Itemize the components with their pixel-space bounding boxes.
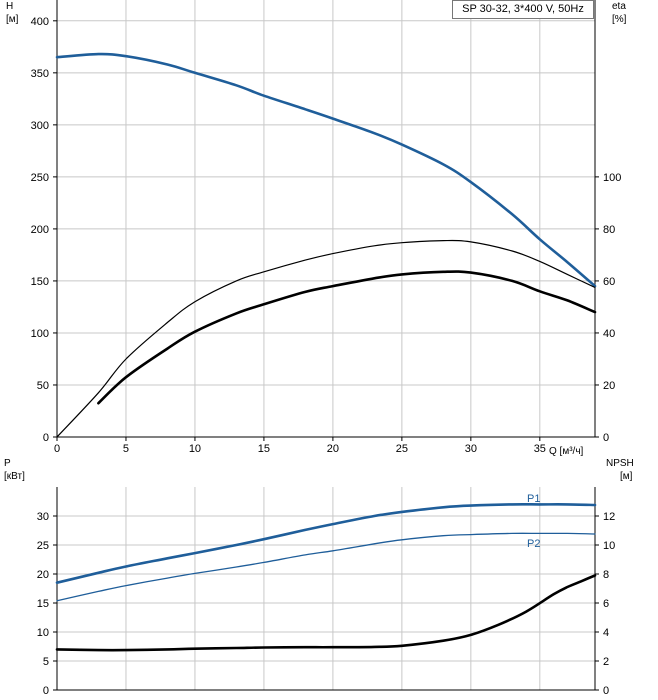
- bottom-left-tick-label: 30: [37, 511, 49, 523]
- q-axis-label: Q [м³/ч]: [549, 446, 584, 457]
- bottom-series-p2-line: [56, 532, 596, 602]
- top-panel-head-efficiency: 0 50 100 150 200 250 300 350 400 0 20 40 60 80 100 0 5 10…: [31, 0, 621, 455]
- p2-series-label: P2: [527, 538, 540, 550]
- h-axis-unit: [м]: [6, 14, 19, 25]
- pump-model-label: SP 30-32, 3*400 V, 50Hz: [452, 0, 594, 19]
- eta-axis-unit: [%]: [612, 14, 627, 25]
- bottom-right-tick-label: 4: [603, 627, 609, 639]
- top-x-tick-label: 0: [54, 443, 60, 455]
- top-left-tick-label: 350: [31, 68, 49, 80]
- bottom-left-tick-label: 10: [37, 627, 49, 639]
- top-left-tick-label: 250: [31, 172, 49, 184]
- top-series-0-line: [55, 52, 597, 288]
- top-right-tick-label: 60: [603, 276, 615, 288]
- h-axis-label: H: [6, 1, 13, 12]
- top-left-tick-label: 50: [37, 380, 49, 392]
- p1-series-label: P1: [527, 493, 540, 505]
- top-right-tick-label: 0: [603, 432, 609, 444]
- top-x-tick-label: 30: [465, 443, 477, 455]
- bottom-right-tick-label: 0: [603, 685, 609, 697]
- top-left-tick-label: 0: [43, 432, 49, 444]
- top-x-tick-label: 25: [396, 443, 408, 455]
- bottom-right-tick-label: 8: [603, 569, 609, 581]
- top-series-2-line: [56, 239, 596, 438]
- top-left-tick-label: 400: [31, 16, 49, 28]
- eta-axis-label: eta: [612, 1, 626, 12]
- bottom-left-tick-label: 25: [37, 540, 49, 552]
- bottom-left-tick-label: 15: [37, 598, 49, 610]
- bottom-panel-power-npsh: 0 5 10 15 20 25 30 0 2 4 6 8 10 12: [37, 487, 615, 697]
- bottom-right-tick-label: 10: [603, 540, 615, 552]
- bottom-series-2-line: [55, 574, 597, 652]
- top-x-tick-label: 15: [258, 443, 270, 455]
- top-series-1-line: [56, 53, 99, 58]
- bottom-left-tick-label: 0: [43, 685, 49, 697]
- top-x-tick-label: 10: [189, 443, 201, 455]
- bottom-left-tick-label: 5: [43, 656, 49, 668]
- top-x-tick-label: 20: [327, 443, 339, 455]
- p-axis-unit: [кВт]: [4, 471, 25, 482]
- bottom-left-tick-label: 20: [37, 569, 49, 581]
- npsh-axis-label: NPSH: [606, 458, 634, 469]
- bottom-right-tick-label: 6: [603, 598, 609, 610]
- top-right-tick-label: 100: [603, 172, 621, 184]
- top-left-tick-label: 150: [31, 276, 49, 288]
- p-axis-label: P: [4, 458, 11, 469]
- top-left-tick-label: 100: [31, 328, 49, 340]
- top-right-tick-label: 40: [603, 328, 615, 340]
- top-x-tick-label: 35: [534, 443, 546, 455]
- top-x-tick-label: 5: [123, 443, 129, 455]
- top-series-3-line: [97, 270, 597, 405]
- bottom-right-tick-label: 12: [603, 511, 615, 523]
- npsh-axis-unit: [м]: [620, 471, 633, 482]
- top-right-tick-label: 80: [603, 224, 615, 236]
- top-left-tick-label: 300: [31, 120, 49, 132]
- bottom-series-p1-line: [55, 503, 597, 584]
- top-right-tick-label: 20: [603, 380, 615, 392]
- bottom-right-tick-label: 2: [603, 656, 609, 668]
- top-left-tick-label: 200: [31, 224, 49, 236]
